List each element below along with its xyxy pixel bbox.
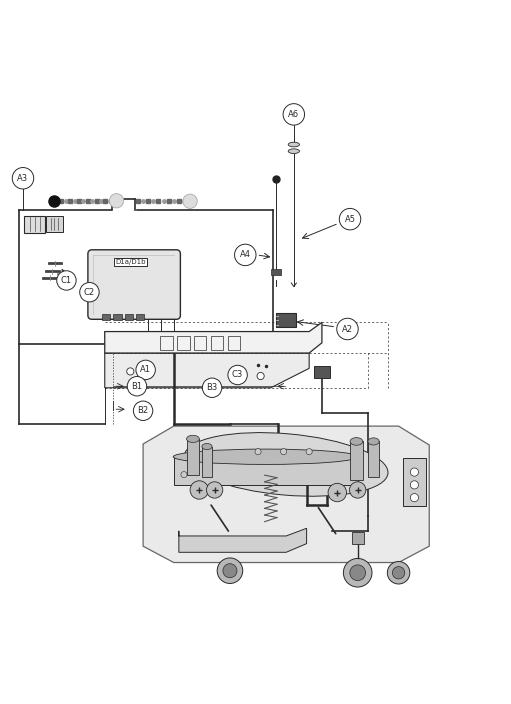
Circle shape xyxy=(206,482,223,498)
Circle shape xyxy=(231,374,239,381)
Circle shape xyxy=(145,372,152,379)
Circle shape xyxy=(80,282,99,302)
Circle shape xyxy=(12,168,34,189)
Bar xyxy=(350,441,363,479)
Circle shape xyxy=(228,365,247,384)
Ellipse shape xyxy=(288,149,299,153)
FancyArrowPatch shape xyxy=(318,508,336,534)
Ellipse shape xyxy=(288,142,299,147)
Circle shape xyxy=(109,194,124,208)
Bar xyxy=(187,439,199,474)
Bar xyxy=(102,314,110,320)
Text: A1: A1 xyxy=(140,365,151,375)
Circle shape xyxy=(57,271,76,290)
Circle shape xyxy=(217,558,243,584)
Circle shape xyxy=(202,378,222,398)
Text: D1a/D1b: D1a/D1b xyxy=(115,259,146,265)
Circle shape xyxy=(410,481,419,489)
Bar xyxy=(125,314,133,320)
Text: C1: C1 xyxy=(61,276,72,285)
Circle shape xyxy=(392,567,405,579)
Polygon shape xyxy=(179,528,307,553)
Circle shape xyxy=(350,482,366,498)
Circle shape xyxy=(343,558,372,587)
Circle shape xyxy=(127,377,147,396)
Polygon shape xyxy=(143,426,429,562)
Circle shape xyxy=(181,472,187,478)
Circle shape xyxy=(283,103,305,125)
Circle shape xyxy=(255,448,261,455)
Polygon shape xyxy=(112,199,135,210)
FancyBboxPatch shape xyxy=(403,458,426,506)
Circle shape xyxy=(337,318,358,340)
FancyArrowPatch shape xyxy=(211,505,228,531)
Bar xyxy=(113,314,122,320)
Circle shape xyxy=(306,448,312,455)
Ellipse shape xyxy=(187,435,199,442)
Ellipse shape xyxy=(368,438,379,445)
Text: B3: B3 xyxy=(206,383,218,392)
Text: A2: A2 xyxy=(342,325,353,334)
FancyBboxPatch shape xyxy=(24,215,45,233)
FancyBboxPatch shape xyxy=(46,216,63,232)
Bar xyxy=(276,313,296,327)
Bar xyxy=(314,366,330,377)
Text: B2: B2 xyxy=(137,406,149,415)
Circle shape xyxy=(387,562,410,584)
Circle shape xyxy=(190,481,208,499)
Text: C3: C3 xyxy=(232,370,243,379)
Circle shape xyxy=(410,494,419,502)
Circle shape xyxy=(133,401,153,420)
Text: A3: A3 xyxy=(17,174,29,183)
Ellipse shape xyxy=(202,444,212,450)
Ellipse shape xyxy=(173,449,358,465)
Bar xyxy=(352,532,364,543)
Circle shape xyxy=(281,448,287,455)
Circle shape xyxy=(183,194,197,208)
Circle shape xyxy=(127,368,134,375)
Text: A6: A6 xyxy=(288,110,299,119)
Bar xyxy=(368,441,379,477)
Text: A5: A5 xyxy=(344,215,356,224)
Polygon shape xyxy=(105,322,322,353)
Ellipse shape xyxy=(184,432,388,496)
Text: C2: C2 xyxy=(84,288,95,296)
Text: A4: A4 xyxy=(240,251,251,259)
Bar xyxy=(174,457,358,485)
Circle shape xyxy=(350,565,365,581)
Bar xyxy=(136,314,144,320)
Text: B1: B1 xyxy=(131,382,143,391)
Polygon shape xyxy=(105,353,309,388)
Ellipse shape xyxy=(350,438,363,445)
Circle shape xyxy=(410,468,419,476)
Circle shape xyxy=(328,484,346,502)
Circle shape xyxy=(223,564,237,578)
Circle shape xyxy=(235,244,256,265)
Circle shape xyxy=(257,372,264,379)
Bar xyxy=(271,269,281,275)
Bar xyxy=(202,446,212,477)
Circle shape xyxy=(339,208,361,230)
FancyBboxPatch shape xyxy=(88,250,180,320)
Circle shape xyxy=(136,360,155,379)
